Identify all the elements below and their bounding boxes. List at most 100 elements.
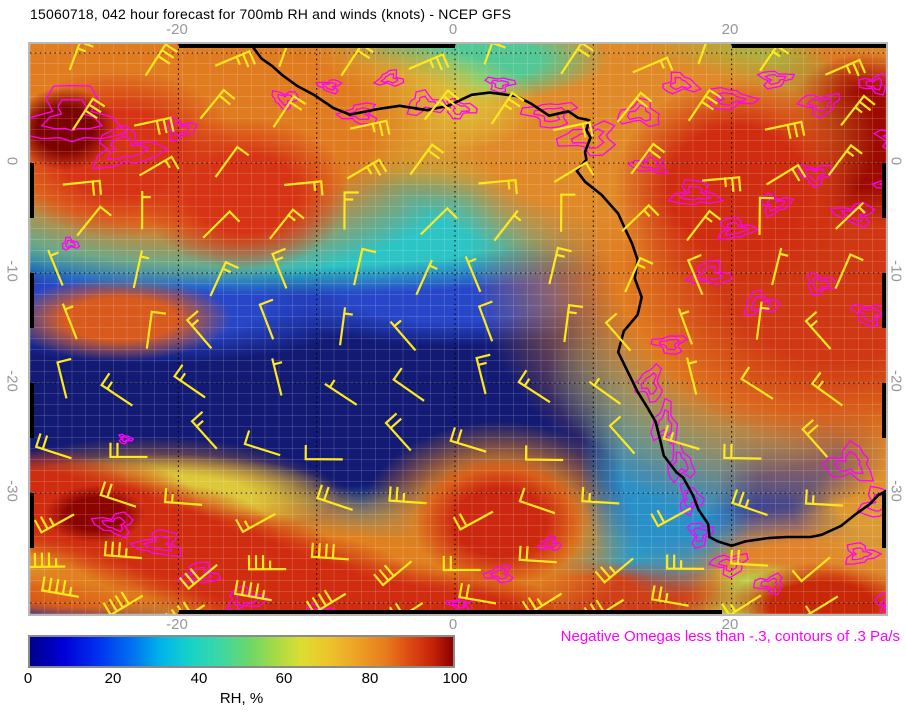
omega-contour — [658, 338, 681, 351]
omega-contour — [372, 69, 405, 87]
omega-contour — [833, 450, 864, 474]
colorbar-tick-label: 40 — [190, 670, 208, 687]
omega-contour — [717, 92, 748, 106]
omega-contour — [414, 95, 437, 111]
omega-contour — [858, 72, 886, 96]
wind-barb — [665, 554, 705, 571]
axis-tick-label: -20 — [166, 616, 188, 633]
wind-barb — [759, 44, 794, 72]
omega-contour — [650, 397, 679, 445]
wind-barb — [133, 116, 175, 135]
omega-contour — [880, 597, 886, 613]
wind-barb — [490, 91, 525, 125]
wind-barb — [346, 158, 388, 180]
wind-barb — [493, 209, 522, 242]
wind-barb — [723, 443, 762, 460]
wind-barb — [765, 163, 807, 186]
frame-segment — [30, 383, 34, 438]
omega-contour — [306, 602, 337, 614]
wind-barb — [804, 595, 839, 614]
omega-contour — [225, 584, 270, 612]
omega-contour — [753, 572, 783, 596]
wind-barb — [477, 300, 494, 342]
wind-barb — [452, 510, 494, 531]
wind-barb — [588, 377, 622, 405]
axis-tick-label: -10 — [887, 260, 905, 282]
omega-contour — [650, 335, 689, 355]
colorbar: 0 20 40 60 80 100 RH, % — [24, 635, 468, 707]
wind-barb — [720, 594, 762, 614]
wind-barb — [138, 155, 180, 177]
wind-barb — [449, 427, 487, 453]
frame-segment — [30, 493, 34, 548]
wind-barb — [632, 56, 674, 74]
wind-barb — [677, 308, 694, 345]
wind-barb — [804, 310, 832, 350]
wind-barb — [233, 579, 272, 602]
wind-barb — [76, 205, 112, 237]
wind-barb — [415, 259, 438, 296]
omega-contour — [626, 104, 652, 122]
wind-barb — [791, 556, 831, 583]
axis-tick-label: 20 — [721, 616, 739, 633]
axis-tick-label: -30 — [887, 480, 905, 502]
wind-barb — [392, 367, 425, 402]
wind-barb — [442, 555, 481, 572]
wind-barb — [185, 310, 213, 350]
frame-segment — [179, 44, 455, 48]
axis-tick-label: -20 — [887, 370, 905, 392]
wind-barb — [834, 253, 864, 290]
wind-barb — [758, 196, 775, 236]
omega-contour — [101, 516, 126, 533]
wind-barb — [199, 88, 236, 120]
omega-contour — [865, 77, 883, 91]
wind-barb — [202, 210, 241, 239]
rh-fill-field — [30, 44, 886, 614]
wind-barb — [475, 353, 491, 395]
omega-contour — [686, 522, 715, 549]
omega-contour — [519, 101, 579, 129]
omega-contour — [669, 76, 693, 91]
wind-barb — [268, 208, 305, 240]
omega-contour — [849, 303, 886, 328]
omega-contour — [452, 600, 468, 609]
omega-contour — [679, 481, 705, 517]
wind-barb — [61, 303, 78, 340]
wind-barb — [621, 203, 660, 232]
wind-barb — [284, 180, 324, 196]
axis-tick-label: 0 — [448, 21, 458, 38]
axis-tick-label: 0 — [3, 156, 21, 166]
wind-barb — [389, 319, 417, 352]
wind-barb — [686, 209, 722, 242]
axis-tick-label: -10 — [3, 260, 21, 282]
wind-barb — [552, 121, 594, 138]
wind-barb — [553, 161, 595, 183]
omega-contour — [812, 276, 830, 291]
wind-barb — [271, 247, 288, 289]
wind-barb — [209, 260, 240, 297]
map-overlay-canvas — [30, 44, 886, 614]
omega-contour — [142, 535, 173, 552]
wind-barb — [686, 253, 704, 296]
wind-barb — [71, 97, 106, 131]
omega-contour — [662, 71, 703, 95]
omega-contour — [129, 529, 182, 558]
wind-barb — [630, 142, 666, 175]
omega-contour — [844, 542, 883, 565]
omega-contour — [484, 76, 517, 94]
wind-barb — [47, 249, 64, 286]
omega-contour — [271, 90, 300, 112]
wind-barb — [483, 44, 506, 65]
wind-barb — [804, 489, 844, 507]
omega-contour — [555, 120, 617, 157]
wind-barb — [190, 411, 218, 450]
wind-barb — [132, 250, 150, 289]
wind-barb — [145, 310, 166, 349]
omega-contour — [490, 567, 509, 580]
wind-barb — [755, 301, 770, 340]
wind-barb — [616, 91, 653, 123]
wind-barb — [420, 206, 458, 236]
omega-contour — [277, 93, 294, 107]
wind-barb — [834, 201, 866, 230]
